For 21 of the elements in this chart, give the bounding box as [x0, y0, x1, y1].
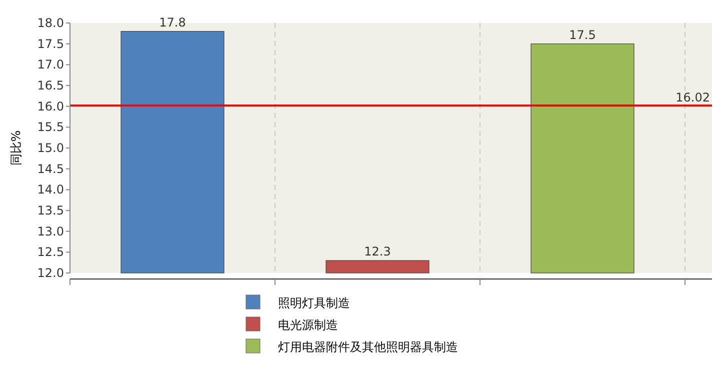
y-tick-label: 13.5	[37, 204, 64, 218]
y-tick-label: 12.0	[37, 266, 64, 280]
ref-line-label: 16.02	[676, 90, 710, 104]
y-tick-label: 14.0	[37, 182, 64, 197]
legend-label: 照明灯具制造	[278, 296, 350, 310]
legend-label: 灯用电器附件及其他照明器具制造	[278, 340, 458, 354]
y-tick-label: 15.0	[37, 141, 64, 155]
y-tick-label: 17.5	[37, 36, 64, 51]
data-label: 12.3	[364, 244, 391, 258]
y-tick-label: 17.0	[37, 58, 64, 72]
y-tick-label: 13.0	[37, 224, 64, 238]
y-tick-label: 12.5	[37, 245, 64, 260]
y-tick-label: 16.0	[37, 99, 64, 114]
y-tick-label: 16.5	[37, 78, 64, 92]
data-label: 17.5	[569, 28, 596, 42]
y-tick-label: 14.5	[37, 162, 64, 176]
data-label: 17.8	[159, 15, 186, 30]
y-tick-label: 15.5	[37, 120, 64, 134]
y-tick-label: 18.0	[37, 16, 64, 30]
y-axis-title: 同比%	[9, 130, 23, 166]
legend-label: 电光源制造	[278, 318, 338, 332]
